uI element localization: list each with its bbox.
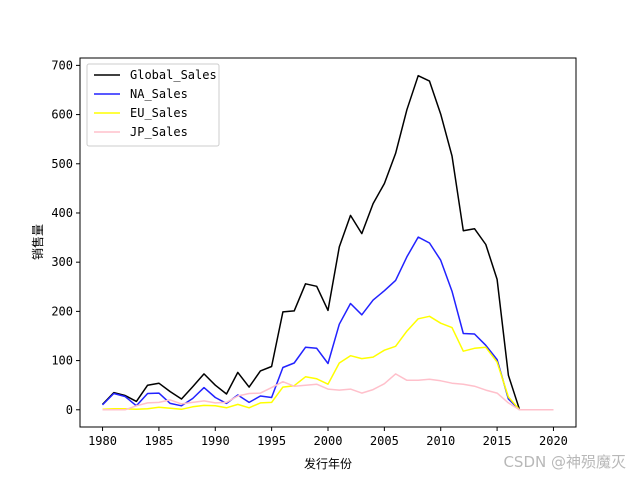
x-tick-label: 1995: [257, 434, 286, 448]
x-tick-label: 2020: [539, 434, 568, 448]
y-tick-label: 400: [51, 206, 73, 220]
legend-label: EU_Sales: [130, 106, 188, 120]
y-tick-label: 600: [51, 108, 73, 122]
y-tick-label: 300: [51, 255, 73, 269]
x-axis: 1980 1985 1990 1995 2000 2005 2010 2015 2020: [88, 427, 568, 448]
series-line-eu-sales: [102, 315, 554, 411]
x-tick-label: 1990: [201, 434, 230, 448]
x-axis-label: 发行年份: [304, 456, 352, 471]
y-tick-label: 500: [51, 157, 73, 171]
x-tick-label: 1985: [144, 434, 173, 448]
legend-label: Global_Sales: [130, 68, 217, 82]
legend-box: [86, 63, 220, 147]
legend: Global_Sales NA_Sales EU_Sales JP_Sales: [86, 63, 220, 147]
y-tick-label: 0: [66, 403, 73, 417]
watermark: CSDN @神殒魔灭: [503, 453, 626, 471]
y-tick-label: 200: [51, 304, 73, 318]
y-tick-label: 700: [51, 58, 73, 72]
series-line-na-sales: [101, 236, 554, 411]
legend-label: NA_Sales: [130, 87, 188, 101]
y-tick-label: 100: [51, 354, 73, 368]
legend-label: JP_Sales: [130, 125, 188, 139]
x-tick-label: 2005: [370, 434, 399, 448]
x-tick-label: 1980: [88, 434, 117, 448]
x-tick-label: 2000: [314, 434, 343, 448]
series-line-global-sales: [101, 74, 554, 411]
x-tick-label: 2010: [426, 434, 455, 448]
series-line-jp-sales: [102, 373, 554, 411]
x-tick-label: 2015: [483, 434, 512, 448]
y-axis-label: 销售量: [30, 224, 45, 260]
y-axis: 0 100 200 300 400 500 600 700: [51, 58, 80, 417]
